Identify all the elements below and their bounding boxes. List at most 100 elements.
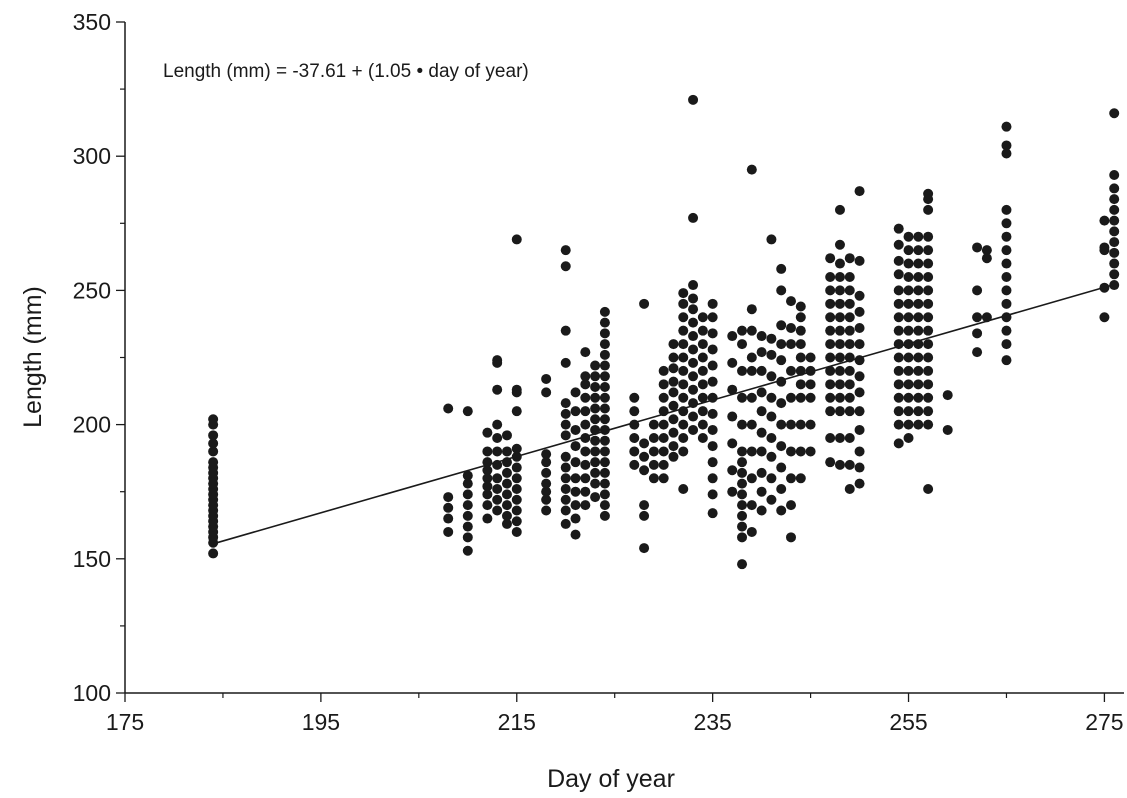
data-point xyxy=(1109,226,1120,237)
data-point xyxy=(825,285,836,296)
data-point xyxy=(590,414,601,425)
data-point xyxy=(805,352,816,363)
data-point xyxy=(727,384,738,395)
data-point xyxy=(668,427,679,438)
data-point xyxy=(668,363,679,374)
data-point xyxy=(697,339,708,350)
data-point xyxy=(648,473,659,484)
data-point xyxy=(208,548,219,559)
data-point xyxy=(639,298,650,309)
data-point xyxy=(648,419,659,430)
data-point xyxy=(766,451,777,462)
data-point xyxy=(590,446,601,457)
data-point xyxy=(746,526,757,537)
data-point xyxy=(707,298,718,309)
data-point xyxy=(913,245,924,256)
data-point xyxy=(981,245,992,256)
data-point xyxy=(903,392,914,403)
data-point xyxy=(511,494,522,505)
data-point xyxy=(834,271,845,282)
data-point xyxy=(590,492,601,503)
data-point xyxy=(923,188,934,199)
data-point xyxy=(893,239,904,250)
data-point xyxy=(844,406,855,417)
data-point xyxy=(668,414,679,425)
data-point xyxy=(786,339,796,350)
data-point xyxy=(580,473,591,484)
data-point xyxy=(688,212,699,223)
data-point xyxy=(893,269,904,280)
data-point xyxy=(737,457,748,468)
data-point xyxy=(570,513,581,524)
axes: 100 150 200 250 300 350 175 195 215 235 255 275 xyxy=(73,9,1124,735)
data-point xyxy=(854,478,865,489)
data-point xyxy=(1109,247,1120,258)
data-point xyxy=(923,312,934,323)
data-point xyxy=(786,419,796,430)
data-point xyxy=(795,473,806,484)
data-point xyxy=(854,446,865,457)
data-point xyxy=(825,352,836,363)
data-point xyxy=(208,414,219,425)
data-point xyxy=(923,298,934,309)
data-point xyxy=(1001,258,1012,269)
data-point xyxy=(903,231,914,242)
data-point xyxy=(668,451,679,462)
data-point xyxy=(825,271,836,282)
data-point xyxy=(511,384,522,395)
data-point xyxy=(678,298,689,309)
data-point xyxy=(844,365,855,376)
data-point xyxy=(668,400,679,411)
data-point xyxy=(501,478,512,489)
regression-line xyxy=(212,283,1115,545)
data-point xyxy=(756,486,767,497)
data-point xyxy=(903,325,914,336)
data-point xyxy=(825,392,836,403)
data-point xyxy=(707,408,718,419)
data-point xyxy=(570,500,581,511)
data-point xyxy=(756,505,767,516)
data-point xyxy=(599,467,610,478)
data-point xyxy=(795,301,806,312)
data-point xyxy=(825,253,836,264)
data-point xyxy=(766,392,777,403)
data-point xyxy=(893,365,904,376)
data-point xyxy=(923,339,934,350)
data-point xyxy=(599,382,610,393)
data-point xyxy=(570,387,581,398)
data-point xyxy=(834,352,845,363)
data-point xyxy=(923,271,934,282)
data-point xyxy=(501,510,512,521)
data-point xyxy=(923,406,934,417)
data-point xyxy=(834,298,845,309)
data-point xyxy=(688,357,699,368)
data-point xyxy=(707,508,718,519)
data-point xyxy=(688,280,699,291)
data-point xyxy=(462,470,473,481)
data-point xyxy=(903,379,914,390)
data-point xyxy=(844,271,855,282)
data-point xyxy=(776,441,787,452)
data-point xyxy=(913,379,924,390)
data-point xyxy=(590,403,601,414)
data-point xyxy=(707,376,718,387)
data-point xyxy=(580,371,591,382)
data-point xyxy=(834,433,845,444)
data-point xyxy=(893,379,904,390)
data-point xyxy=(658,379,669,390)
data-point xyxy=(825,298,836,309)
x-tick-label: 195 xyxy=(302,709,340,735)
data-point xyxy=(707,473,718,484)
data-point xyxy=(923,484,934,495)
data-point xyxy=(844,484,855,495)
data-point xyxy=(795,339,806,350)
data-point xyxy=(756,427,767,438)
data-point xyxy=(560,484,571,495)
data-point xyxy=(580,459,591,470)
data-point xyxy=(1001,325,1012,336)
data-point xyxy=(972,285,983,296)
data-point xyxy=(727,357,738,368)
data-point xyxy=(599,446,610,457)
data-point xyxy=(913,365,924,376)
data-point xyxy=(678,433,689,444)
